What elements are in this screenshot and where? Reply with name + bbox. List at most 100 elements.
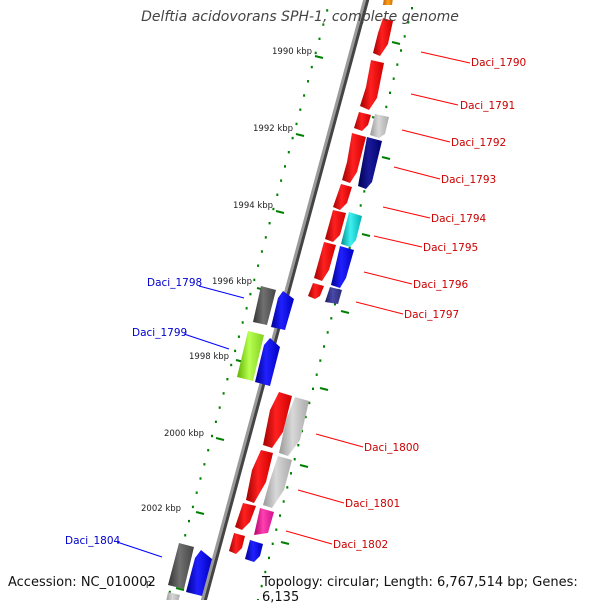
gene-daci-1791[interactable]: [360, 60, 384, 110]
track-dot: [385, 105, 388, 109]
track-dot: [253, 278, 256, 282]
label-daci-1804[interactable]: Daci_1804: [65, 535, 121, 547]
track-dot: [214, 420, 217, 423]
label-daci-1793[interactable]: Daci_1793: [441, 174, 496, 186]
map-title: Delftia acidovorans SPH-1, complete geno…: [141, 9, 459, 25]
forward-genes: [229, 0, 393, 562]
track-dot: [295, 122, 298, 126]
label-daci-1795[interactable]: Daci_1795: [423, 242, 478, 254]
accession-text: Accession: NC_010002: [8, 575, 156, 590]
gene-daci-1798[interactable]: [253, 286, 276, 325]
track-dot: [222, 392, 225, 395]
track-dot: [282, 500, 285, 503]
track-dot: [237, 335, 240, 338]
track-dot: [268, 222, 271, 225]
label-daci-1790[interactable]: Daci_1790: [471, 57, 526, 69]
track-dot: [411, 7, 413, 10]
track-dot: [184, 534, 187, 537]
label-daci-1792[interactable]: Daci_1792: [451, 137, 506, 149]
track-dot: [195, 491, 198, 494]
tick-label-1996: 1996 kbp: [212, 277, 252, 287]
label-daci-1799[interactable]: Daci_1799: [132, 327, 187, 339]
gene-daci-1801[interactable]: [263, 456, 292, 508]
track-dot: [280, 179, 283, 182]
gene-blue-low[interactable]: [245, 540, 263, 562]
track-dot: [218, 406, 221, 409]
track-dot: [326, 331, 329, 334]
track-dot: [359, 204, 362, 207]
tick-1998: 1998 kbp: [189, 352, 245, 363]
tick-label-2002: 2002 kbp: [141, 504, 181, 514]
track-dot: [211, 434, 213, 438]
gene-daci-1800[interactable]: [279, 397, 309, 456]
label-leaders: [116, 51, 471, 558]
track-dot: [260, 584, 263, 588]
track-dot: [245, 307, 248, 310]
tick-label-1992: 1992 kbp: [253, 124, 293, 134]
tick-label-2000: 2000 kbp: [164, 429, 204, 439]
track-dot: [226, 378, 229, 381]
gene-red-low-2[interactable]: [246, 450, 273, 503]
tick-label-1994: 1994 kbp: [233, 201, 273, 211]
tick-label-partial: p: [146, 579, 151, 589]
track-dot: [322, 23, 325, 26]
track-dot: [203, 463, 206, 466]
track-dot: [323, 345, 325, 348]
gene-red-low-4[interactable]: [229, 533, 245, 554]
label-daci-1798[interactable]: Daci_1798: [147, 277, 202, 289]
gene-daci-1794[interactable]: [333, 184, 352, 210]
tick-label-1998: 1998 kbp: [189, 352, 229, 362]
track-dot: [230, 363, 233, 367]
track-dot: [319, 359, 322, 362]
track-dot: [400, 49, 402, 52]
gene-red-low-3[interactable]: [235, 503, 256, 530]
track-dot: [286, 486, 289, 489]
track-dot: [264, 570, 267, 574]
gene-daci-1796[interactable]: [331, 246, 354, 288]
track-dot: [315, 373, 318, 376]
label-daci-1801[interactable]: Daci_1801: [345, 498, 400, 510]
track-dot: [407, 21, 410, 24]
label-daci-1794[interactable]: Daci_1794: [431, 213, 487, 225]
gene-red-mid-1[interactable]: [342, 133, 366, 183]
tick-2002: 2002 kbp: [141, 504, 205, 515]
track-dot: [318, 37, 321, 40]
label-daci-1797[interactable]: Daci_1797: [404, 309, 459, 321]
gene-daci-1793[interactable]: [358, 137, 382, 189]
gene-daci-1804-blue[interactable]: [186, 550, 212, 596]
gene-daci-1795[interactable]: [341, 212, 362, 247]
track-dot: [279, 514, 281, 517]
track-dot: [304, 415, 307, 419]
gene-red-low-1[interactable]: [263, 392, 292, 448]
track-dot: [403, 35, 406, 38]
tick-1994: 1994 kbp: [233, 201, 285, 214]
track-dot: [241, 321, 244, 324]
track-dot: [249, 292, 252, 296]
gene-daci-1797[interactable]: [325, 287, 342, 304]
track-dot: [276, 193, 279, 196]
label-daci-1800[interactable]: Daci_1800: [364, 442, 419, 454]
gene-daci-1790[interactable]: [373, 18, 393, 56]
gene-red-mid-4[interactable]: [308, 283, 324, 299]
gene-daci-1799-blue[interactable]: [255, 338, 280, 386]
gene-bottom-gray[interactable]: [166, 592, 180, 600]
track-dot: [297, 444, 300, 447]
track-dot: [271, 542, 274, 545]
gene-daci-1802[interactable]: [254, 508, 274, 535]
label-daci-1796[interactable]: Daci_1796: [413, 279, 469, 291]
gene-daci-1799[interactable]: [237, 331, 264, 381]
gene-red-mid-2[interactable]: [325, 210, 346, 242]
gene-daci-1791b[interactable]: [354, 112, 371, 131]
gene-daci-1798-blue[interactable]: [271, 291, 294, 330]
topology-text: Topology: circular; Length: 6,767,514 bp…: [262, 575, 578, 605]
track-dot: [287, 151, 290, 154]
label-daci-1802[interactable]: Daci_1802: [333, 539, 388, 551]
scale-ticks: 1990 kbp 1992 kbp 1994 kbp 1996 kbp 1998…: [141, 47, 324, 591]
gene-red-mid-3[interactable]: [314, 242, 336, 281]
gene-daci-1792[interactable]: [370, 114, 389, 138]
gene-daci-1804[interactable]: [168, 543, 194, 589]
gene-partial-top[interactable]: [383, 0, 393, 5]
track-dot: [348, 246, 351, 249]
track-dot: [310, 65, 313, 69]
label-daci-1791[interactable]: Daci_1791: [460, 100, 515, 112]
